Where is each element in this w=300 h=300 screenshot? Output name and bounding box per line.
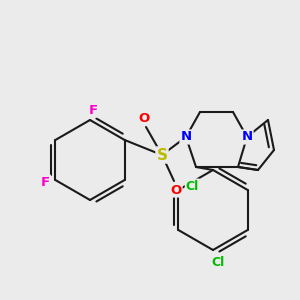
Text: N: N [242,130,253,143]
Text: S: S [157,148,167,163]
Text: F: F [41,176,50,188]
Text: Cl: Cl [186,179,199,193]
Text: O: O [138,112,150,124]
Text: F: F [88,103,98,116]
Text: Cl: Cl [212,256,225,268]
Text: O: O [170,184,182,196]
Text: N: N [180,130,192,143]
